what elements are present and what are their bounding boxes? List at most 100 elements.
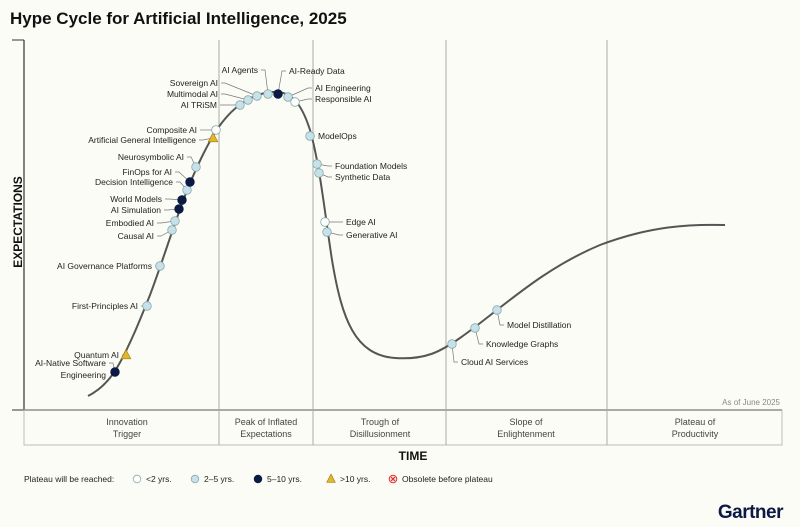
leader-line (496, 309, 504, 326)
technology-item[interactable]: AI TRiSM (181, 100, 245, 110)
technology-item[interactable]: Foundation Models (312, 159, 408, 171)
leader-line (277, 70, 286, 95)
technology-item[interactable]: ModelOps (305, 131, 357, 141)
triangle-marker-icon (120, 349, 132, 360)
legend-item: 2–5 yrs. (190, 474, 234, 484)
technology-item[interactable]: AI Governance Platforms (57, 261, 165, 271)
technology-label: Foundation Models (335, 161, 407, 171)
technology-item[interactable]: Causal AI (118, 225, 177, 241)
technology-item[interactable]: AI Engineering (283, 83, 371, 102)
technology-item[interactable]: Neurosymbolic AI (118, 152, 201, 172)
technology-label: Causal AI (118, 231, 154, 241)
technology-item[interactable]: AI Simulation (111, 204, 184, 215)
phase-label: Slope of (509, 417, 543, 427)
phase-label: Expectations (240, 429, 292, 439)
legend-label: 5–10 yrs. (267, 474, 302, 484)
x-axis-label: TIME (399, 449, 428, 463)
technology-item[interactable]: Responsible AI (290, 94, 372, 107)
leader-line (474, 327, 483, 345)
circle-marker-icon (320, 217, 330, 227)
technology-label: Engineering (61, 370, 107, 380)
technology-item[interactable]: Composite AI (146, 125, 221, 135)
technology-item[interactable]: AI-Native Software Engineering (35, 358, 120, 380)
phase-label: Trough of (361, 417, 400, 427)
technology-item[interactable]: World Models (110, 194, 187, 205)
x-mark-icon (390, 476, 396, 482)
technology-label: AI Governance Platforms (57, 261, 152, 271)
phase-label: Enlightenment (497, 429, 555, 439)
technology-item[interactable]: Generative AI (322, 227, 398, 240)
y-axis-label: EXPECTATIONS (11, 176, 25, 268)
technology-label: ModelOps (318, 131, 357, 141)
technology-label: Sovereign AI (170, 78, 218, 88)
technology-item[interactable]: Edge AI (320, 217, 376, 227)
circle-marker-icon (235, 100, 245, 110)
legend-label: <2 yrs. (146, 474, 172, 484)
technology-item[interactable]: Knowledge Graphs (470, 323, 559, 349)
technology-label: Edge AI (346, 217, 376, 227)
circle-marker-icon (132, 474, 142, 484)
technology-label: World Models (110, 194, 162, 204)
technology-label: AI Simulation (111, 205, 161, 215)
technology-label: AI-Native Software (35, 358, 106, 368)
technology-label: Model Distillation (507, 320, 572, 330)
phase-label: Trigger (113, 429, 141, 439)
phase-label: Productivity (672, 429, 719, 439)
technology-item[interactable]: First-Principles AI (72, 301, 152, 311)
leader-line (175, 171, 191, 183)
frame (12, 39, 783, 446)
technology-item[interactable]: Synthetic Data (314, 168, 391, 182)
legend-item: 5–10 yrs. (253, 474, 302, 484)
technology-item[interactable]: Multimodal AI (167, 89, 253, 105)
technology-item[interactable]: AI-Ready Data (273, 66, 345, 99)
circle-marker-icon (170, 216, 180, 226)
technology-label: Neurosymbolic AI (118, 152, 184, 162)
technology-label: Responsible AI (315, 94, 372, 104)
technology-item[interactable]: Decision Intelligence (95, 177, 192, 195)
technology-label: Cloud AI Services (461, 357, 528, 367)
circle-marker-icon (492, 305, 502, 315)
technology-label: FinOps for AI (122, 167, 172, 177)
technology-item[interactable]: FinOps for AI (122, 167, 195, 187)
circle-marker-icon (447, 339, 457, 349)
circle-marker-icon (190, 474, 200, 484)
technology-label: AI TRiSM (181, 100, 217, 110)
technology-label: Knowledge Graphs (486, 339, 558, 349)
technology-item[interactable]: AI Agents (222, 65, 273, 99)
legend-title: Plateau will be reached: (24, 474, 114, 484)
technology-label: Quantum AI (74, 350, 119, 360)
gartner-logo: Gartner (718, 502, 784, 523)
technology-item[interactable]: Sovereign AI (170, 78, 262, 101)
circle-marker-icon (177, 195, 187, 205)
circle-marker-icon (263, 89, 273, 99)
technology-label: Artificial General Intelligence (88, 135, 196, 145)
legend-item: >10 yrs. (326, 473, 370, 484)
leader-line (221, 82, 258, 97)
circle-marker-icon (167, 225, 177, 235)
circle-marker-icon (290, 97, 300, 107)
technology-label: AI Engineering (315, 83, 371, 93)
technology-label: AI-Ready Data (289, 66, 345, 76)
circle-marker-icon (182, 185, 192, 195)
technology-item[interactable]: Model Distillation (492, 305, 572, 330)
technology-item[interactable]: Embodied AI (106, 216, 180, 228)
circle-marker-icon (191, 162, 201, 172)
circle-marker-icon (283, 92, 293, 102)
leader-line (221, 93, 249, 101)
leader-line (451, 343, 458, 363)
leader-line (157, 220, 176, 224)
circle-marker-icon (273, 89, 283, 99)
technology-item[interactable]: Quantum AI (74, 349, 132, 360)
phase-label: Innovation (106, 417, 148, 427)
circle-marker-icon (322, 227, 332, 237)
circle-marker-icon (211, 125, 221, 135)
legend-label: >10 yrs. (340, 474, 370, 484)
technology-item[interactable]: Cloud AI Services (447, 339, 528, 367)
page-title: Hype Cycle for Artificial Intelligence, … (10, 9, 347, 28)
leader-line (287, 87, 312, 98)
legend-label: 2–5 yrs. (204, 474, 234, 484)
phase-label: Disillusionment (350, 429, 411, 439)
legend-item: Obsolete before plateau (388, 474, 493, 484)
legend-item: <2 yrs. (132, 474, 172, 484)
technology-item[interactable]: Artificial General Intelligence (88, 132, 219, 145)
